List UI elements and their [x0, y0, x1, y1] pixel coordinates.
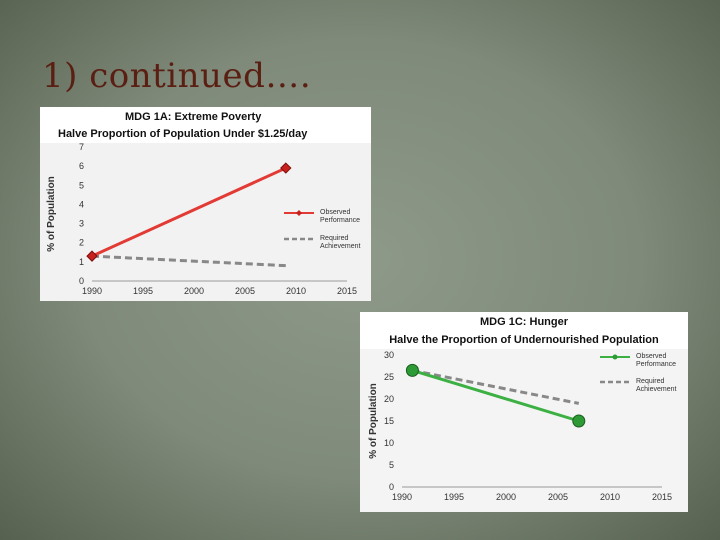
- poverty-plot-area: [40, 143, 371, 301]
- poverty-x-tick-label: 2005: [235, 286, 255, 296]
- poverty-legend-observed-label-1: Observed: [320, 209, 350, 216]
- poverty-x-tick-label: 2000: [184, 286, 204, 296]
- poverty-x-tick-label: 1995: [133, 286, 153, 296]
- poverty-x-tick-label: 2010: [286, 286, 306, 296]
- poverty-x-tick-label: 1990: [82, 286, 102, 296]
- poverty-title: MDG 1A: Extreme Poverty: [125, 111, 262, 123]
- hunger-x-tick-label: 2000: [496, 492, 516, 502]
- poverty-y-tick-label: 0: [79, 276, 84, 286]
- hunger-y-tick-label: 20: [384, 394, 394, 404]
- hunger-legend-required-label-2: Achievement: [636, 386, 677, 393]
- hunger-y-tick-label: 10: [384, 438, 394, 448]
- poverty-legend-observed-label-2: Performance: [320, 217, 360, 224]
- hunger-series-required-line: [412, 368, 580, 405]
- hunger-legend-observed-label-1: Observed: [636, 353, 666, 360]
- hunger-y-tick-label: 25: [384, 372, 394, 382]
- poverty-legend-required-label-1: Required: [320, 235, 349, 242]
- poverty-y-axis-label: % of Population: [46, 176, 57, 252]
- hunger-chart: MDG 1C: Hunger Halve the Proportion of Un…: [360, 312, 688, 512]
- poverty-legend-observed-marker: [296, 210, 302, 216]
- hunger-x-tick-label: 1990: [392, 492, 412, 502]
- poverty-header: [40, 107, 371, 143]
- hunger-y-tick-label: 5: [389, 460, 394, 470]
- poverty-x-tick-label: 2015: [337, 286, 357, 296]
- hunger-x-tick-label: 2015: [652, 492, 672, 502]
- hunger-x-tick-label: 2005: [548, 492, 568, 502]
- poverty-chart: MDG 1A: Extreme Poverty Halve Proportion …: [40, 107, 371, 301]
- poverty-legend-required-label-2: Achievement: [320, 243, 361, 250]
- hunger-legend-observed-marker: [612, 354, 618, 360]
- hunger-chart-svg: MDG 1C: Hunger Halve the Proportion of Un…: [360, 312, 688, 512]
- poverty-y-tick-label: 4: [79, 199, 84, 209]
- hunger-x-tick-label: 1995: [444, 492, 464, 502]
- hunger-y-tick-label: 0: [389, 482, 394, 492]
- hunger-title: MDG 1C: Hunger: [480, 316, 569, 328]
- poverty-observed-point: [86, 250, 98, 262]
- slide-title: 1) continued….: [42, 56, 312, 96]
- hunger-subtitle: Halve the Proportion of Undernourished P…: [389, 334, 659, 346]
- poverty-subtitle: Halve Proportion of Population Under $1.…: [58, 128, 308, 140]
- hunger-y-tick-label: 30: [384, 350, 394, 360]
- poverty-observed-point: [280, 162, 292, 174]
- hunger-y-axis-label: % of Population: [368, 383, 379, 459]
- hunger-x-tick-label: 2010: [600, 492, 620, 502]
- hunger-y-tick-label: 15: [384, 416, 394, 426]
- poverty-y-tick-label: 2: [79, 238, 84, 248]
- poverty-y-tick-label: 1: [79, 257, 84, 267]
- poverty-y-tick-label: 7: [79, 142, 84, 152]
- hunger-observed-point: [405, 363, 419, 377]
- poverty-y-tick-label: 3: [79, 219, 84, 229]
- hunger-observed-point: [572, 414, 586, 428]
- poverty-y-tick-label: 5: [79, 180, 84, 190]
- hunger-legend-required-label-1: Required: [636, 378, 665, 385]
- poverty-chart-svg: MDG 1A: Extreme Poverty Halve Proportion …: [40, 107, 371, 301]
- poverty-series-observed-line: [91, 166, 287, 258]
- hunger-legend-observed-label-2: Performance: [636, 361, 676, 368]
- hunger-series-observed-line: [411, 368, 580, 423]
- poverty-y-tick-label: 6: [79, 161, 84, 171]
- hunger-header: [360, 312, 688, 349]
